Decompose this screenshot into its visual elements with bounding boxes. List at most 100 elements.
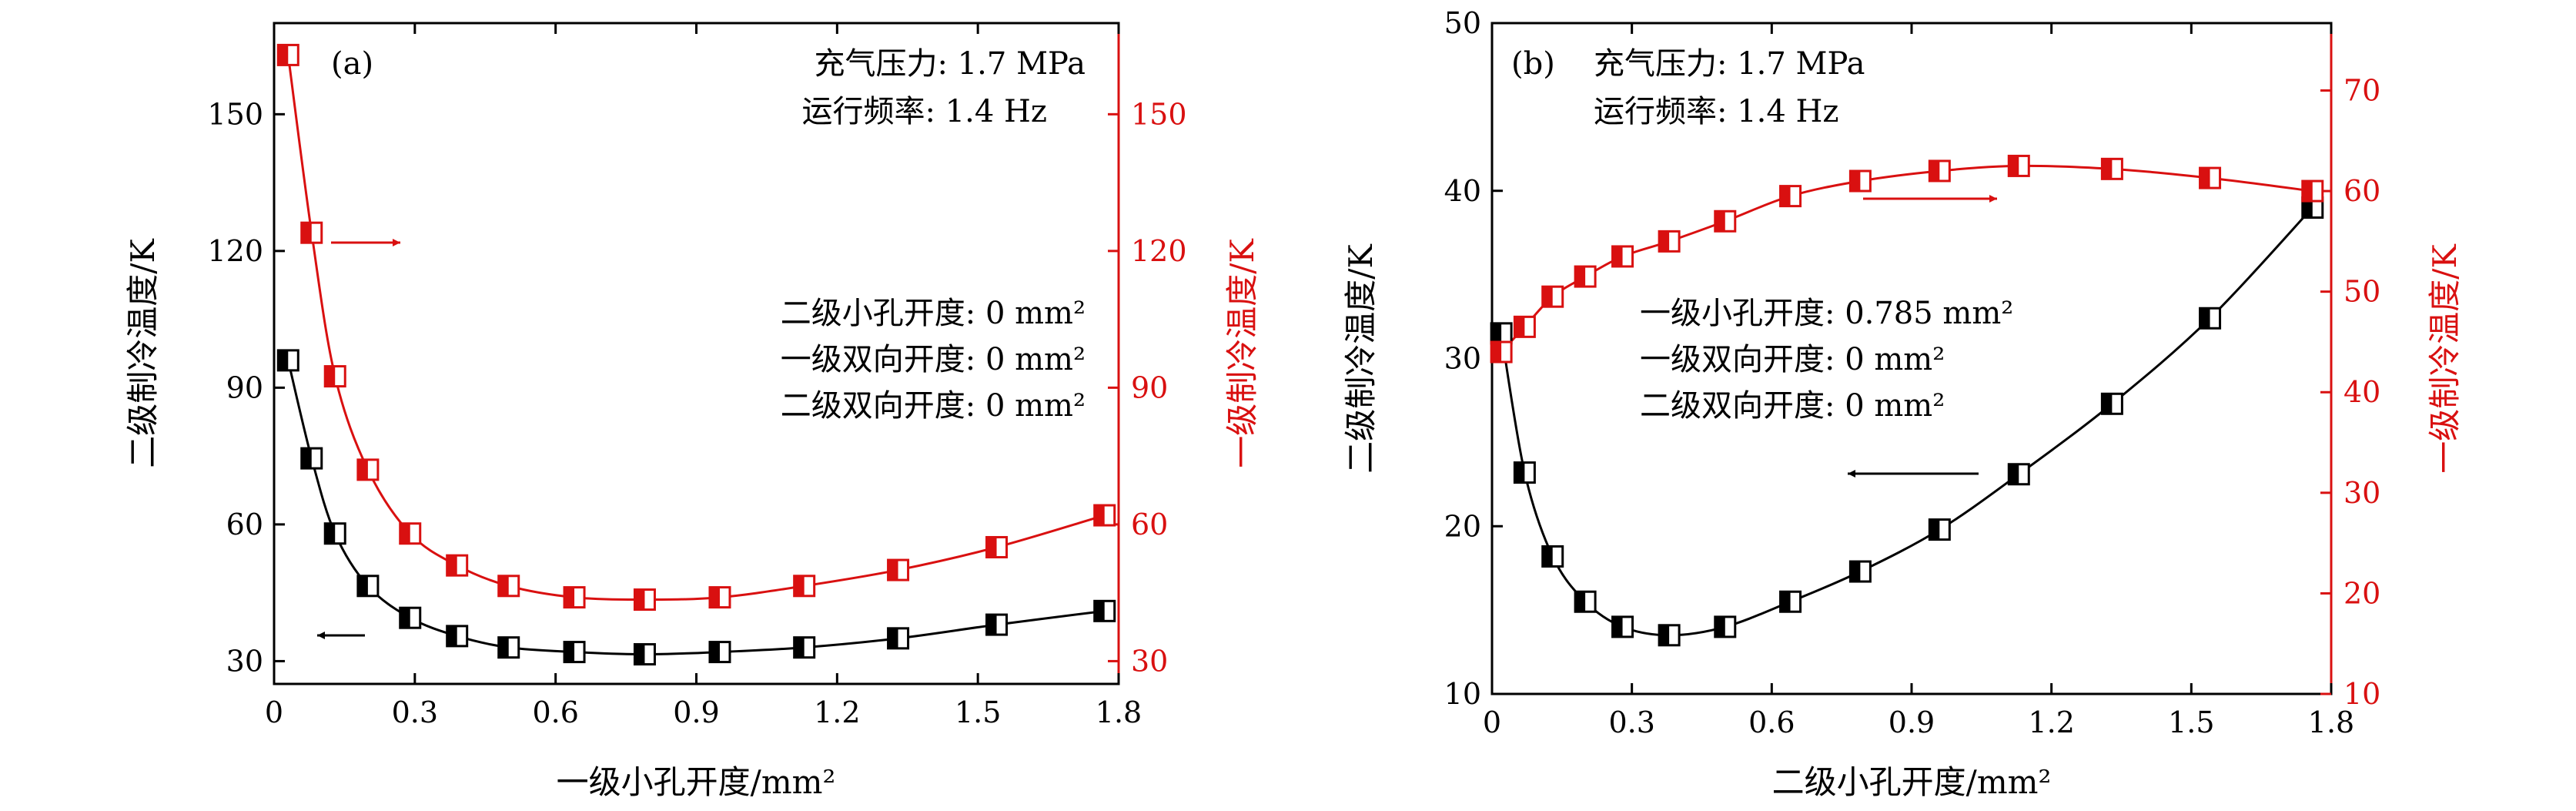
x-tick-label: 1.5 [955, 695, 1001, 729]
data-point-right [1928, 159, 1951, 183]
x-tick-label: 0.9 [1889, 705, 1935, 739]
data-point-right [1611, 245, 1634, 268]
panel-label-b: (b) [1511, 46, 1555, 82]
x-tick-label: 1.2 [814, 695, 860, 729]
right-tick-labels-a: 30 60 90 120 150 [1131, 97, 1187, 678]
data-point-left [497, 636, 520, 659]
y-axis-label-left-a: 二级制冷温度/K [124, 238, 162, 468]
data-point-right [300, 221, 323, 244]
data-point-left [1574, 590, 1597, 613]
chart-panel-b: 10 20 30 40 50 10 20 30 40 50 60 70 0 0.3 0.6 0.9 1.2 1… [1342, 6, 2464, 801]
data-point-right [887, 558, 910, 581]
condition-b-2: 一级双向开度: 0 mm² [1640, 342, 1945, 377]
data-point-right [1490, 340, 1513, 364]
data-point-right [1779, 185, 1802, 208]
annotation-b-frequency: 运行频率: 1.4 Hz [1594, 94, 1838, 129]
data-point-right [2007, 154, 2030, 177]
data-point-right [356, 458, 380, 481]
data-point-right [1848, 169, 1872, 193]
y-axis-label-right-b: 一级制冷温度/K [2426, 243, 2464, 474]
y-tick-label-right: 120 [1131, 234, 1187, 268]
data-point-right [1714, 209, 1737, 233]
data-point-right [633, 588, 656, 612]
data-point-left [1093, 599, 1116, 622]
condition-b-3: 二级双向开度: 0 mm² [1640, 388, 1945, 424]
data-point-left [1513, 461, 1536, 484]
data-point-right [793, 575, 816, 598]
data-point-right [446, 554, 469, 577]
y-axis-label-left-b: 二级制冷温度/K [1342, 243, 1380, 474]
y-tick-label-right: 60 [2343, 174, 2380, 208]
y-tick-label-right: 10 [2343, 677, 2380, 711]
y-tick-label-left: 120 [207, 234, 263, 268]
data-point-right [2199, 166, 2222, 189]
data-point-left [323, 522, 346, 545]
y-tick-label-right: 30 [1131, 644, 1168, 678]
x-tick-label: 0 [1483, 705, 1501, 739]
y-tick-label-left: 30 [226, 644, 263, 678]
chart-panel-a: 30 60 90 120 150 30 60 90 120 150 0 0.3 0.6 0.9 1.2 1… [124, 22, 1261, 801]
y-tick-label-right: 90 [1131, 370, 1168, 404]
data-point-left [2007, 463, 2030, 486]
series-points-b [1490, 154, 2324, 647]
data-point-left [708, 641, 731, 664]
data-point-right [497, 575, 520, 598]
data-point-left [356, 575, 380, 598]
y-tick-label-right: 40 [2343, 375, 2380, 409]
condition-a-1: 二级小孔开度: 0 mm² [781, 296, 1086, 331]
data-point-left [399, 606, 422, 629]
data-point-right [1658, 230, 1681, 253]
y-axis-label-right-a: 一级制冷温度/K [1223, 238, 1261, 468]
data-point-right [399, 522, 422, 545]
data-point-left [1928, 518, 1951, 541]
data-point-right [1513, 315, 1536, 338]
data-point-left [1490, 322, 1513, 345]
condition-a-2: 一级双向开度: 0 mm² [781, 342, 1086, 377]
left-tick-labels-b: 10 20 30 40 50 [1444, 6, 1481, 711]
annotation-b-pressure: 充气压力: 1.7 MPa [1594, 46, 1865, 82]
x-tick-label: 0.6 [532, 695, 578, 729]
data-point-left [276, 349, 299, 372]
y-tick-label-left: 60 [226, 508, 263, 541]
data-point-right [1574, 265, 1597, 288]
series-points-a [276, 43, 1116, 666]
y-tick-label-left: 20 [1444, 509, 1481, 543]
y-tick-label-right: 20 [2343, 576, 2380, 610]
x-axis-label-a: 一级小孔开度/mm² [557, 763, 836, 801]
data-point-right [985, 535, 1009, 558]
y-tick-label-left: 90 [226, 370, 263, 404]
right-tick-labels-b: 10 20 30 40 50 60 70 [2343, 73, 2380, 711]
x-tick-label: 0.3 [1608, 705, 1654, 739]
data-point-left [887, 627, 910, 650]
y-tick-label-left: 30 [1444, 342, 1481, 376]
data-point-right [563, 586, 586, 609]
left-tick-labels-a: 30 60 90 120 150 [207, 97, 263, 678]
x-tick-label: 1.5 [2168, 705, 2214, 739]
x-tick-label: 0 [265, 695, 283, 729]
data-point-right [2100, 157, 2123, 180]
data-point-left [633, 643, 656, 666]
y-tick-label-left: 10 [1444, 677, 1481, 711]
y-tick-label-right: 70 [2343, 73, 2380, 107]
y-tick-label-right: 60 [1131, 508, 1168, 541]
x-tick-label: 1.8 [2308, 705, 2354, 739]
x-tick-label: 1.8 [1096, 695, 1142, 729]
data-point-left [1541, 545, 1564, 568]
y-tick-label-left: 150 [207, 97, 263, 131]
data-point-right [276, 43, 299, 66]
data-point-left [446, 625, 469, 648]
annotation-a-pressure: 充气压力: 1.7 MPa [815, 46, 1086, 82]
y-tick-label-right: 30 [2343, 476, 2380, 510]
data-point-right [323, 365, 346, 388]
data-point-left [563, 641, 586, 664]
condition-b-1: 一级小孔开度: 0.785 mm² [1640, 296, 2013, 331]
data-point-left [1658, 624, 1681, 647]
data-point-left [2199, 307, 2222, 330]
data-point-right [1093, 504, 1116, 527]
data-point-left [793, 636, 816, 659]
data-point-left [1611, 615, 1634, 638]
y-tick-label-right: 50 [2343, 275, 2380, 309]
x-axis-label-b: 二级小孔开度/mm² [1772, 763, 2052, 801]
x-tick-label: 0.3 [392, 695, 438, 729]
